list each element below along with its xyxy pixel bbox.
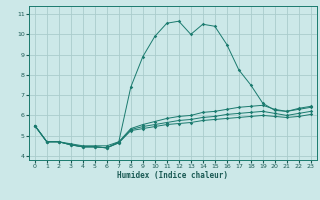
X-axis label: Humidex (Indice chaleur): Humidex (Indice chaleur) — [117, 171, 228, 180]
